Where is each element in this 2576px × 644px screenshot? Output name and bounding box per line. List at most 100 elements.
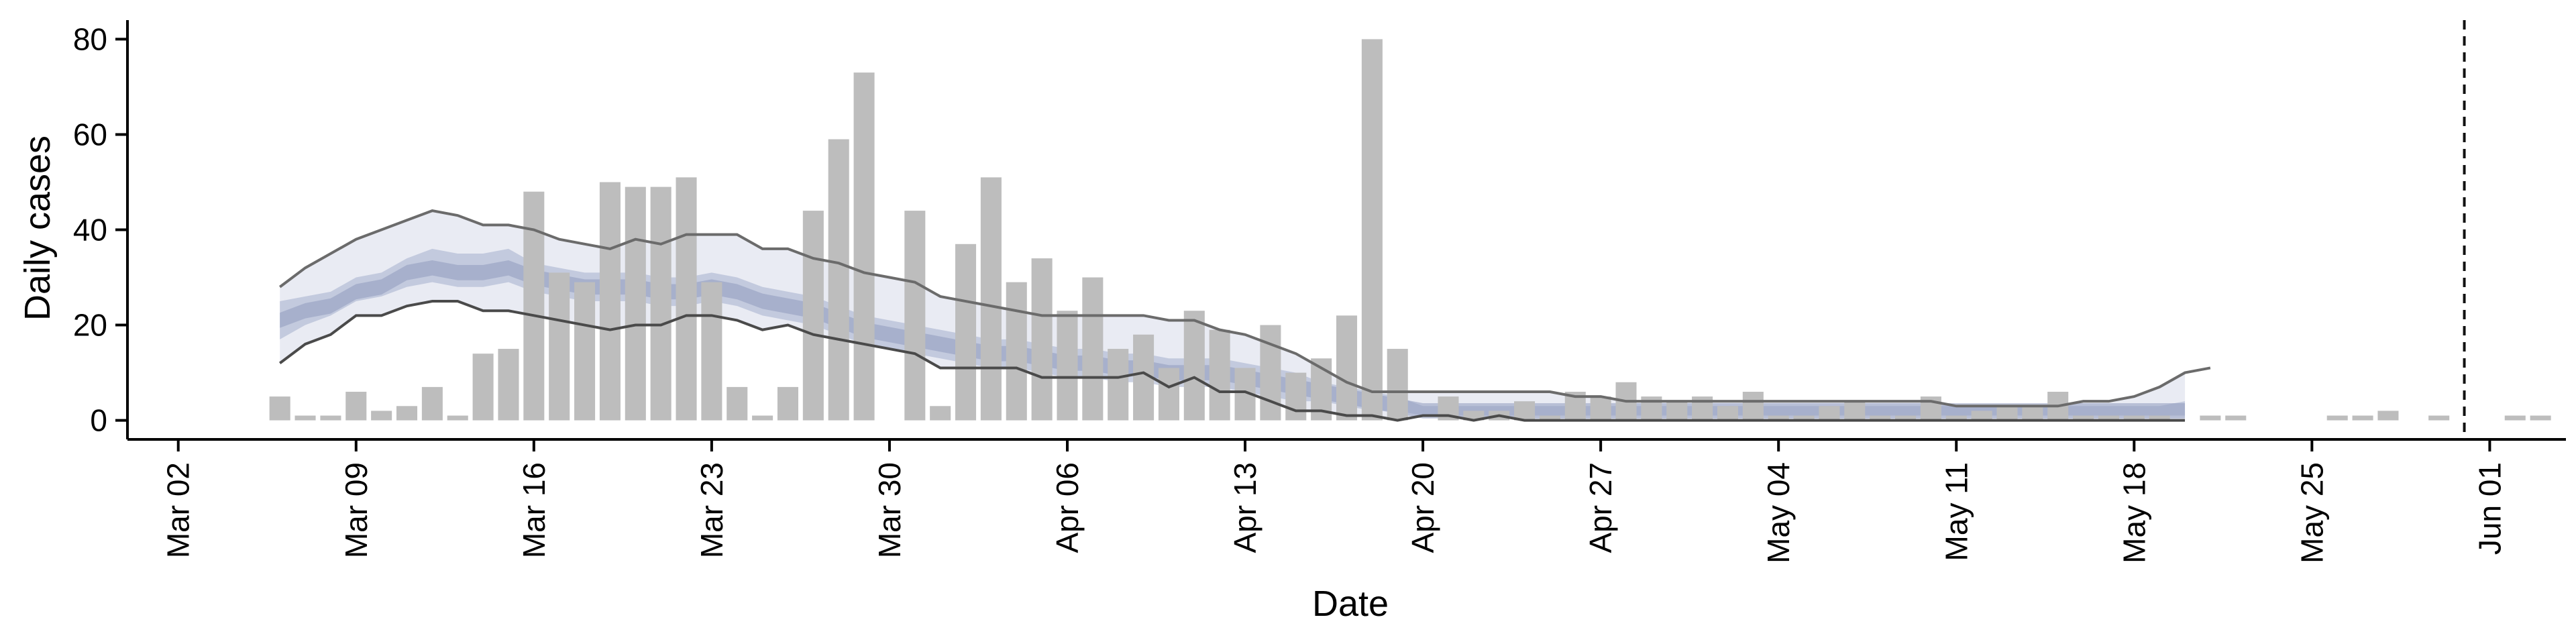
estimate-bands [280,211,2186,421]
case-bar [1717,406,1738,421]
case-bar [802,211,824,421]
case-bar [421,386,443,421]
case-bars [269,39,2551,421]
case-bar [1285,372,1307,421]
case-bar [2352,415,2373,421]
case-bar [447,415,468,421]
case-bar [904,211,926,421]
y-tick-label: 80 [73,21,107,56]
case-bar [2377,411,2399,421]
estimate-lines [278,209,2211,422]
case-bar [1006,282,1027,421]
outer-band [280,211,2186,421]
median-band [280,260,2186,419]
case-bar [1793,415,1815,421]
case-bar [2200,415,2221,421]
case-bar [599,182,621,421]
case-bar [269,396,290,421]
case-bar [574,282,596,421]
case-bar [2326,415,2348,421]
case-bar [625,186,646,421]
case-bar [320,415,341,421]
outer-high-line [278,209,2211,408]
case-bar [752,415,773,421]
x-tick-label: Apr 27 [1583,462,1618,553]
case-bar [396,406,418,421]
x-tick-label: May 18 [2116,462,2151,564]
case-bar [980,177,1002,421]
case-bar [2504,415,2526,421]
y-tick-label: 60 [73,117,107,152]
x-tick-label: May 11 [1939,462,1974,561]
x-tick-label: May 04 [1761,462,1796,564]
x-tick-label: Mar 23 [694,462,729,558]
case-bar [1742,391,1764,421]
case-bar [294,415,316,421]
case-bar [853,72,875,421]
x-tick-label: Mar 02 [161,462,196,558]
case-bar [1082,277,1104,421]
x-tick-label: Apr 13 [1228,462,1263,553]
case-bar [2022,406,2043,421]
case-bar [2428,415,2450,421]
case-bar [1031,258,1053,421]
case-bar [472,354,494,421]
outer-low-line [278,300,2186,422]
case-bar [828,139,849,421]
case-bar [1108,349,1129,421]
case-bar [1844,401,1866,421]
case-bar [1158,368,1179,421]
case-bar [955,244,977,421]
case-bar [1971,411,1992,421]
case-bar [1361,39,1383,421]
y-tick-label: 0 [90,403,107,438]
case-bar [523,191,545,421]
case-bar [701,282,722,421]
x-tick-label: Jun 01 [2472,462,2507,555]
case-bar [1209,329,1230,421]
x-axis-title: Date [1312,584,1389,624]
case-bar [2123,415,2145,421]
inner-band [280,248,2186,416]
x-tick-label: Mar 09 [339,462,374,558]
case-bar [1183,311,1205,421]
case-bar [1514,401,1536,421]
x-tick-label: Apr 20 [1405,462,1440,553]
case-bar [676,177,697,421]
case-bar [1260,325,1281,421]
x-tick-label: May 25 [2294,462,2329,564]
case-bar [1057,311,1078,421]
y-tick-label: 40 [73,213,107,248]
case-bar [1539,415,1560,421]
case-bar [2073,415,2094,421]
case-bar [1666,401,1688,421]
case-bar [1387,349,1408,421]
axes: 0 20 40 60 80 Mar 02 Mar 09 Mar 16 Mar 23 Mar 30 A… [73,20,2566,564]
case-bar [1336,315,1358,421]
case-bar [1819,406,1840,421]
case-bar [1590,396,1611,421]
case-bar [1870,415,1891,421]
case-bar [1996,406,2018,421]
case-bar [345,391,367,421]
case-bar [498,349,519,421]
case-bar [2530,415,2551,421]
case-bar [2098,415,2119,421]
x-tick-label: Mar 30 [872,462,907,558]
case-bar [1945,415,1967,421]
case-bar [1463,411,1485,421]
case-bar [777,386,798,421]
case-bar [549,272,570,421]
case-bar [2225,415,2247,421]
case-bar [1768,415,1789,421]
x-tick-label: Apr 06 [1050,462,1085,553]
y-tick-label: 20 [73,308,107,343]
x-tick-label: Mar 16 [517,462,551,558]
case-bar [650,186,672,421]
case-bar [371,411,392,421]
case-bar [1895,415,1917,421]
case-bar [2149,415,2170,421]
case-bar [930,406,951,421]
y-axis-title: Daily cases [17,136,58,321]
